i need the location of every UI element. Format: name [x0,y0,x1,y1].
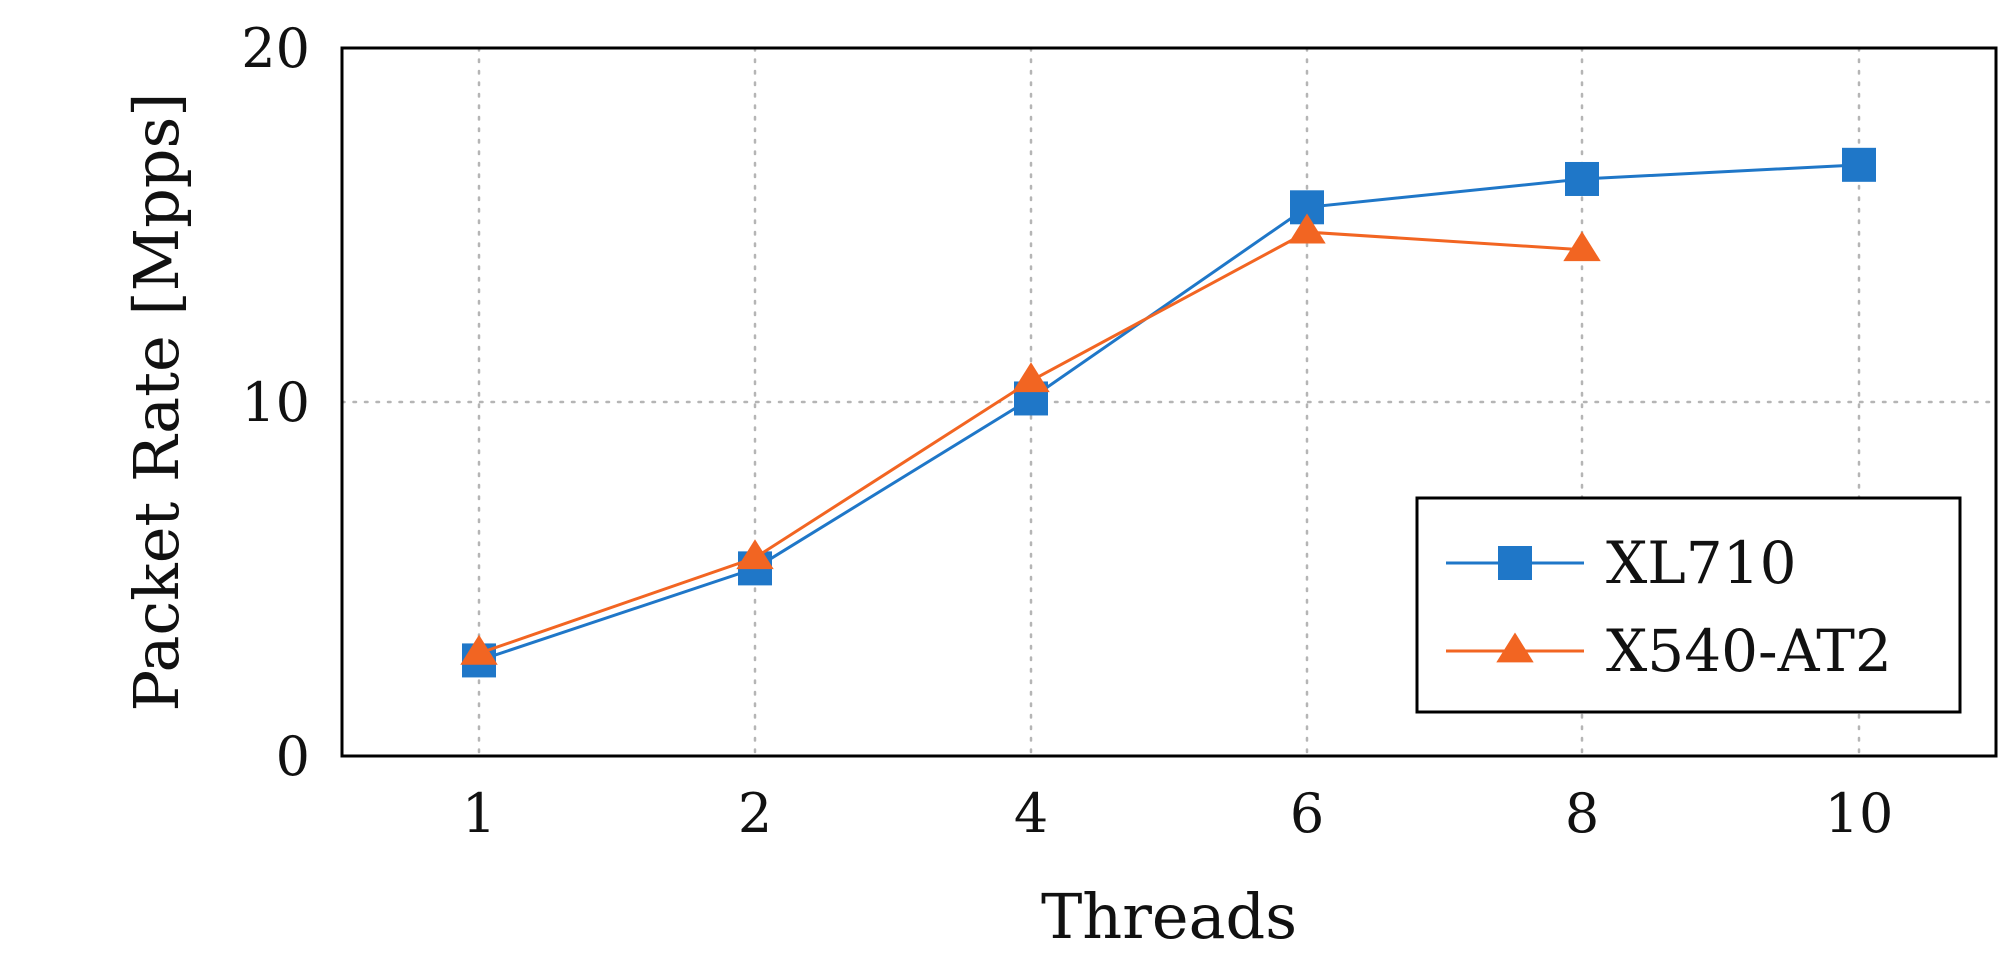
data-point-xl710-10 [1842,147,1876,182]
data-point-x540-at2-8 [1563,231,1601,262]
x-tick-label-8: 8 [1565,782,1599,845]
x-tick-label-4: 4 [1014,782,1048,845]
x-tick-label-2: 2 [738,782,772,845]
plot-frame [340,46,1998,758]
legend-entry-xl710: XL710 [1446,529,1797,597]
y-axis-title: Packet Rate [Mpps] [120,93,193,712]
y-tick-label-0: 0 [276,725,310,788]
y-tick-label-20: 20 [241,17,310,80]
x-axis-title: Threads [1041,880,1297,953]
x-tick-label-1: 1 [462,782,496,845]
legend-entry-x540-at2: X540-AT2 [1446,617,1892,685]
legend-marker-x540-at2 [1496,632,1534,663]
legend-marker-xl710 [1498,546,1532,580]
legend-box [1415,496,1962,714]
legend: XL710 X540-AT2 [1415,496,1962,714]
data-point-xl710-8 [1565,161,1599,196]
y-tick-label-10: 10 [241,371,310,434]
data-point-x540-at2-1 [460,634,498,665]
x-tick-label-6: 6 [1290,782,1324,845]
series-line-xl710 [478,163,1860,662]
y-tick-labels: 0 10 20 [241,17,310,788]
data-point-x540-at2-6 [1288,213,1326,244]
series-x540-at2 [460,213,1601,665]
x-tick-labels: 1 2 4 6 8 10 [462,782,1894,845]
x-tick-label-10: 10 [1825,782,1894,845]
data-point-x540-at2-4 [1012,362,1050,393]
data-point-x540-at2-2 [736,539,774,570]
legend-label-x540-at2: X540-AT2 [1606,617,1892,685]
series-layer [460,147,1876,678]
legend-entries: XL710 X540-AT2 [1446,529,1892,685]
legend-label-xl710: XL710 [1606,529,1797,597]
